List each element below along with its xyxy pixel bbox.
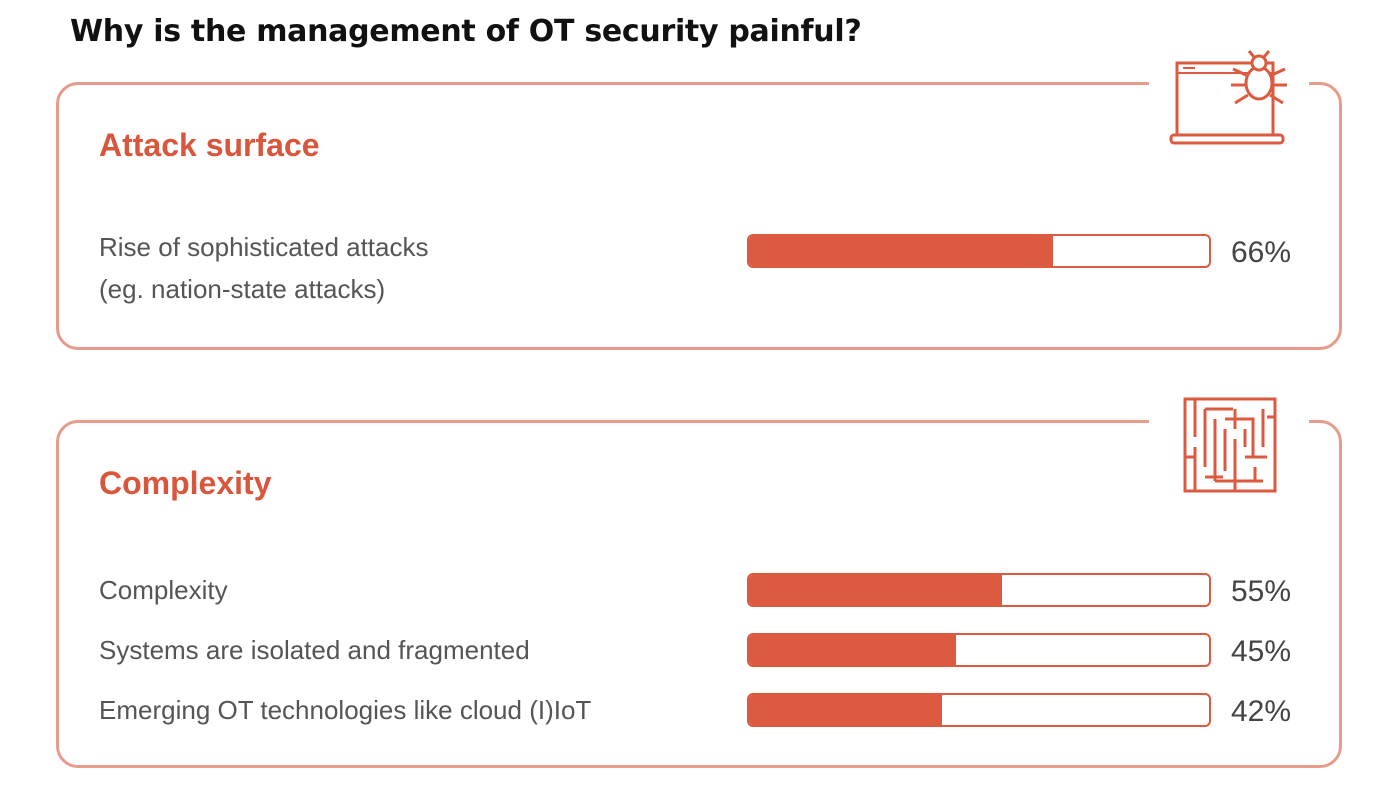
- bar-value-label: 66%: [1231, 236, 1292, 269]
- bar-track: [747, 633, 1211, 667]
- bar-track: [747, 693, 1211, 727]
- attack-surface-panel: Attack surface Rise of sophisticated att…: [56, 50, 1342, 350]
- bar-label: Complexity: [99, 575, 228, 605]
- bar-track: [747, 573, 1211, 607]
- bar-fill: [749, 236, 1053, 266]
- complexity-heading: Complexity: [99, 465, 272, 501]
- bar-value-label: 45%: [1231, 635, 1292, 668]
- page-title: Why is the management of OT security pai…: [70, 14, 862, 49]
- laptop-bug-icon: [1169, 50, 1287, 145]
- bar-fill: [749, 575, 1002, 605]
- bar-track: [747, 234, 1211, 268]
- complexity-panel: Complexity Complexity 55% Systems are isol…: [56, 397, 1342, 768]
- bar-label: Systems are isolated and fragmented: [99, 635, 530, 665]
- bar-fill: [749, 635, 956, 665]
- bar-value-label: 42%: [1231, 695, 1292, 728]
- bar-fill: [749, 695, 943, 725]
- bar-label: Emerging OT technologies like cloud (I)I…: [99, 695, 592, 725]
- maze-icon: [1183, 397, 1277, 493]
- attack-surface-heading: Attack surface: [99, 127, 320, 163]
- bar-label: Rise of sophisticated attacks (eg. nation…: [99, 232, 429, 304]
- bar-value-label: 55%: [1231, 575, 1292, 608]
